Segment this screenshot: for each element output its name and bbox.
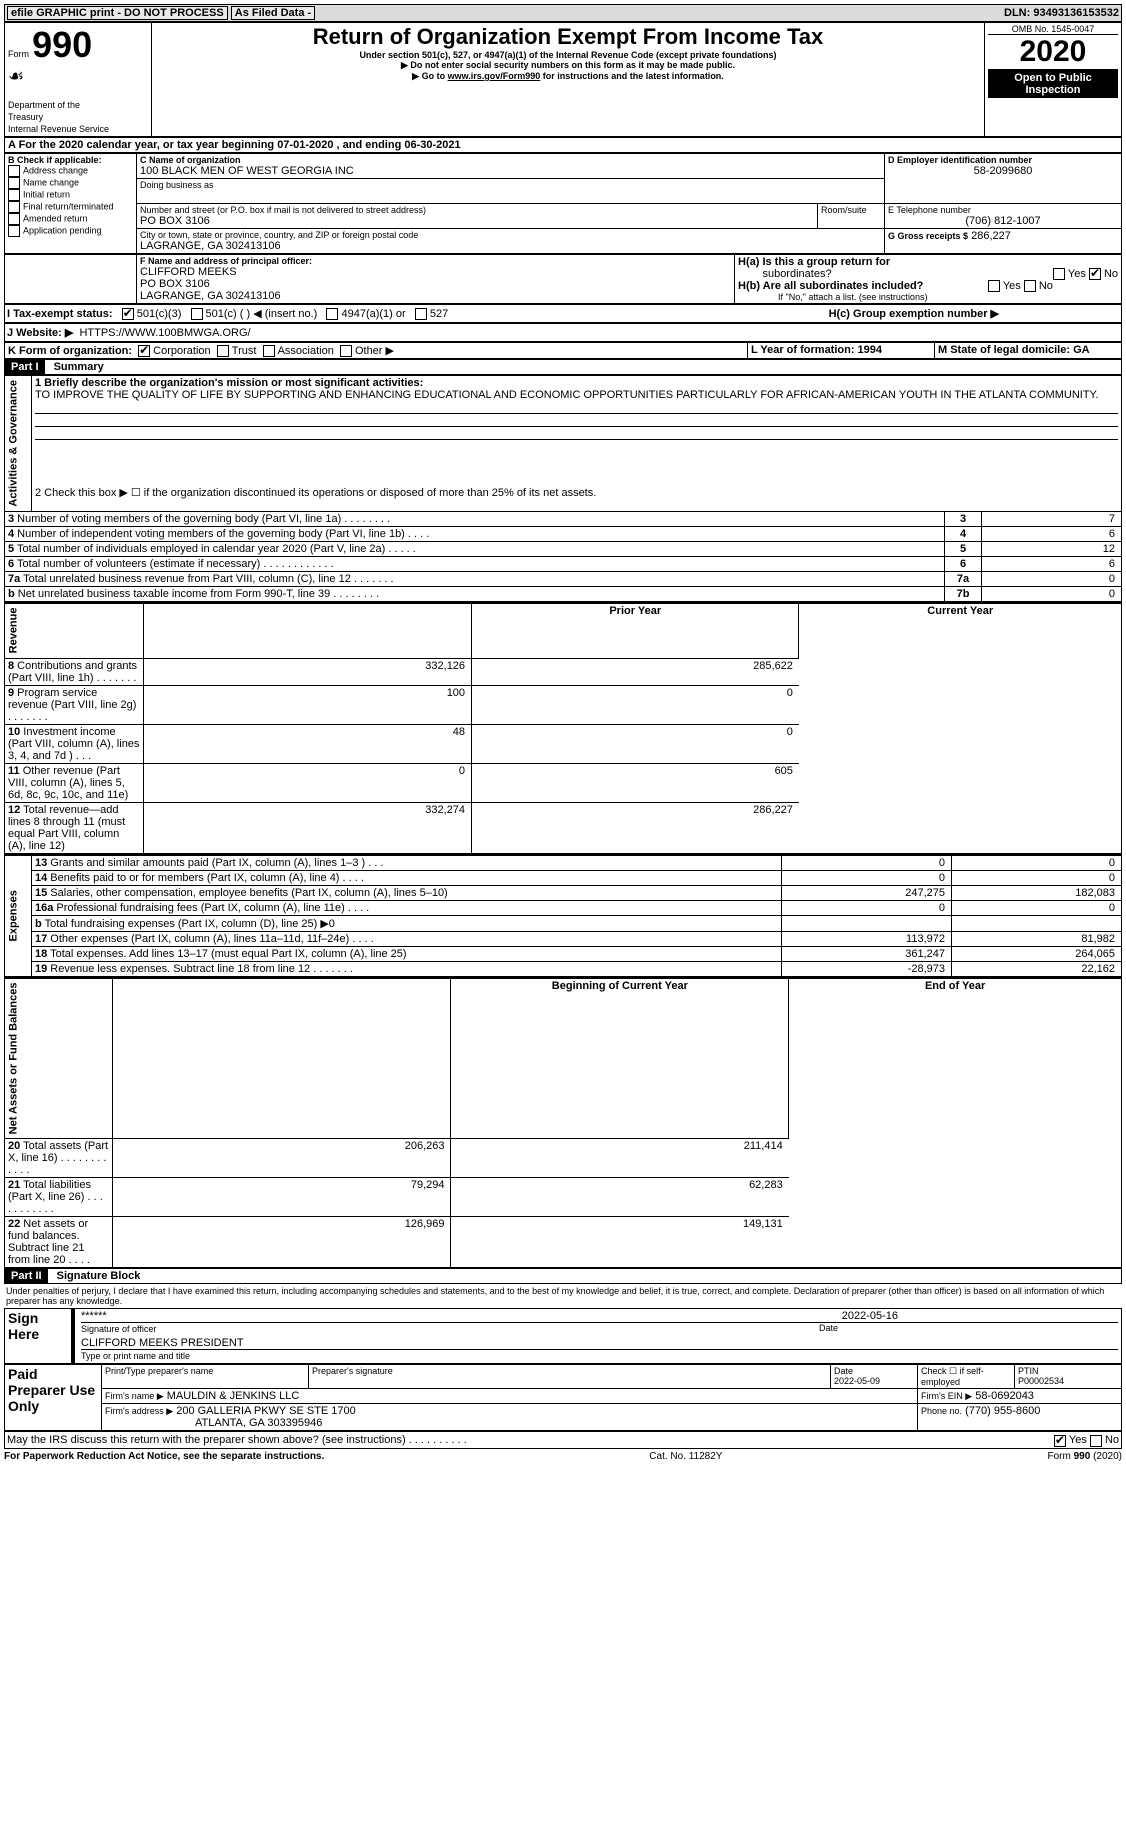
officer-addr1: PO BOX 3106 xyxy=(140,278,731,290)
officer-sig-name: CLIFFORD MEEKS PRESIDENT xyxy=(81,1337,1118,1350)
city: LAGRANGE, GA 302413106 xyxy=(140,240,881,252)
ein: 58-2099680 xyxy=(888,165,1118,177)
G-label: G Gross receipts $ xyxy=(888,231,968,241)
D-label: D Employer identification number xyxy=(888,155,1118,165)
part1-header: Part I Summary xyxy=(4,359,1122,375)
revenue-table: Revenue Prior Year Current Year 8 Contri… xyxy=(4,602,1122,854)
part1-body: Activities & Governance 1 Briefly descri… xyxy=(4,375,1122,602)
line-J: J Website: ▶ HTTPS://WWW.100BMWGA.ORG/ xyxy=(4,323,1122,342)
addr-label: Number and street (or P.O. box if mail i… xyxy=(140,205,814,215)
part2-header: Part II Signature Block xyxy=(4,1268,1122,1284)
entity-block: B Check if applicable: Address changeNam… xyxy=(4,153,1122,254)
discuss-line: May the IRS discuss this return with the… xyxy=(4,1431,1122,1449)
form-footer: For Paperwork Reduction Act Notice, see … xyxy=(4,1451,1122,1462)
gross-receipts: 286,227 xyxy=(971,230,1011,242)
Hb: H(b) Are all subordinates included? xyxy=(738,280,923,292)
phone: (706) 812-1007 xyxy=(888,215,1118,227)
tax-year: 2020 xyxy=(988,35,1118,70)
perjury-decl: Under penalties of perjury, I declare th… xyxy=(4,1284,1122,1308)
officer-name: CLIFFORD MEEKS xyxy=(140,266,731,278)
line-I: I Tax-exempt status: 501(c)(3) 501(c) ( … xyxy=(4,304,1122,323)
line-A: A For the 2020 calendar year, or tax yea… xyxy=(4,137,1122,153)
C-label: C Name of organization xyxy=(140,155,881,165)
org-name: 100 BLACK MEN OF WEST GEORGIA INC xyxy=(140,165,881,177)
subtitle: Under section 501(c), 527, or 4947(a)(1)… xyxy=(155,50,981,60)
goto: ▶ Go to www.irs.gov/Form990 for instruct… xyxy=(155,71,981,82)
form-title: Return of Organization Exempt From Incom… xyxy=(155,24,981,50)
Hc: H(c) Group exemption number ▶ xyxy=(829,307,1119,320)
net-table: Net Assets or Fund Balances Beginning of… xyxy=(4,977,1122,1269)
city-label: City or town, state or province, country… xyxy=(140,230,881,240)
expense-table: Expenses Expenses13 Grants and similar a… xyxy=(4,854,1122,977)
addr: PO BOX 3106 xyxy=(140,215,814,227)
open2: Inspection xyxy=(1025,84,1080,96)
E-label: E Telephone number xyxy=(888,205,1118,215)
dne: ▶ Do not enter social security numbers o… xyxy=(155,60,981,71)
preparer-block: Paid Preparer Use Only Print/Type prepar… xyxy=(4,1364,1122,1431)
Hb-note: If "No," attach a list. (see instruction… xyxy=(738,292,1118,302)
open1: Open to Public xyxy=(1014,72,1092,84)
line2: 2 Check this box ▶ ☐ if the organization… xyxy=(32,485,1122,511)
dba-label: Doing business as xyxy=(140,180,881,190)
dln: DLN: 93493136153532 xyxy=(1004,7,1119,19)
Ha2: subordinates? xyxy=(762,268,831,280)
dept3: Internal Revenue Service xyxy=(8,124,109,134)
Ha: H(a) Is this a group return for xyxy=(738,256,890,268)
line1: 1 Briefly describe the organization's mi… xyxy=(35,377,1118,389)
website: HTTPS://WWW.100BMWGA.ORG/ xyxy=(79,327,250,339)
room-label: Room/suite xyxy=(818,204,885,229)
sign-block: Sign Here ******2022-05-16 Signature of … xyxy=(4,1308,1122,1364)
asfiled-tag: As Filed Data - xyxy=(231,6,315,20)
omb: OMB No. 1545-0047 xyxy=(988,24,1118,35)
efile-tag: efile GRAPHIC print - DO NOT PROCESS xyxy=(7,6,228,20)
fh-block: F Name and address of principal officer:… xyxy=(4,254,1122,304)
gov-label: Activities & Governance xyxy=(5,376,32,512)
form-header: Form 990 ☙ Department of the Treasury In… xyxy=(4,22,1122,137)
F-label: F Name and address of principal officer: xyxy=(140,256,731,266)
line-KLM: K Form of organization: Corporation Trus… xyxy=(4,342,1122,359)
B-label: B Check if applicable: xyxy=(8,155,133,165)
form-990: 990 xyxy=(32,24,92,65)
dept2: Treasury xyxy=(8,112,43,122)
efile-topbar: efile GRAPHIC print - DO NOT PROCESS As … xyxy=(4,4,1122,22)
officer-addr2: LAGRANGE, GA 302413106 xyxy=(140,290,731,302)
dept1: Department of the xyxy=(8,100,80,110)
form-prefix: Form xyxy=(8,49,29,59)
mission: TO IMPROVE THE QUALITY OF LIFE BY SUPPOR… xyxy=(35,389,1118,401)
